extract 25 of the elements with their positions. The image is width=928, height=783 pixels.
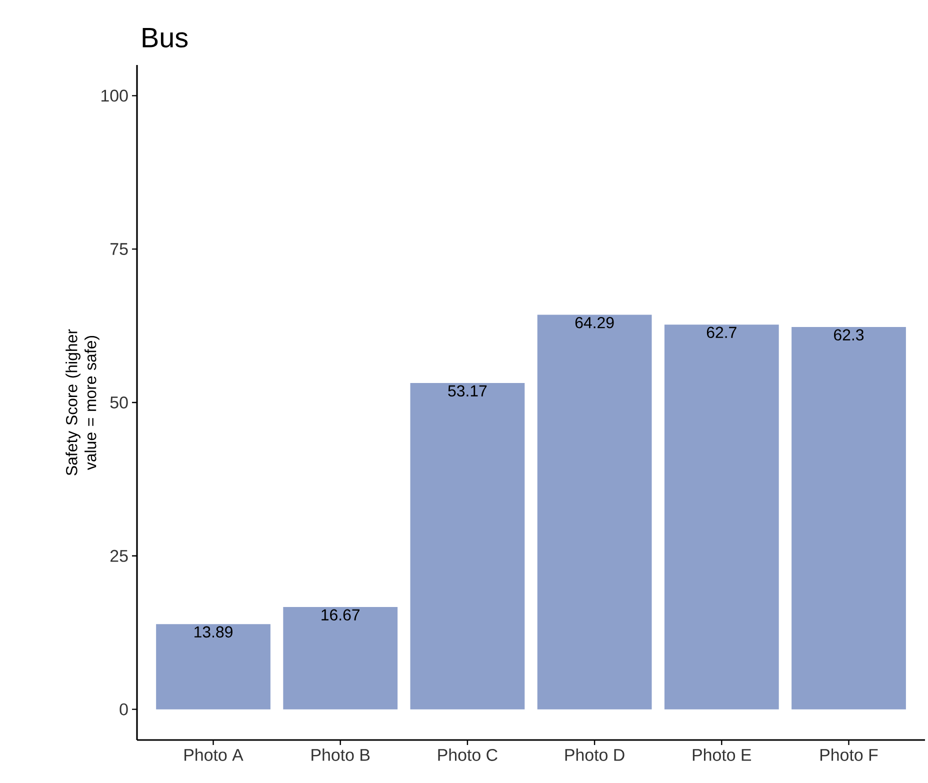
- y-tick-label: 0: [120, 703, 128, 716]
- bar: [792, 327, 906, 710]
- y-axis-title: Safety Score (higher value = more safe): [66, 329, 100, 476]
- x-tick-label: Photo D: [565, 748, 624, 761]
- x-tick-label: Photo A: [184, 748, 244, 761]
- data-label: 62.3: [834, 329, 864, 341]
- data-label: 64.29: [575, 317, 614, 328]
- bar: [156, 624, 270, 710]
- data-label: 53.17: [448, 385, 487, 397]
- data-label: 13.89: [194, 626, 232, 638]
- bar: [537, 314, 652, 710]
- bar: [664, 324, 779, 710]
- chart-title: Bus: [142, 28, 188, 48]
- data-label: 16.67: [322, 609, 360, 621]
- x-tick-label: Photo F: [820, 748, 878, 761]
- bar: [283, 607, 398, 710]
- y-tick-label: 50: [110, 396, 128, 408]
- x-tick-label: Photo C: [438, 748, 498, 761]
- data-label: 62.7: [706, 326, 736, 338]
- y-tick-label: 75: [110, 243, 128, 255]
- y-tick-label: 25: [110, 550, 128, 562]
- bar: [410, 383, 525, 710]
- y-tick-label: 100: [102, 90, 128, 102]
- x-tick-label: Photo E: [692, 748, 752, 761]
- x-tick-label: Photo B: [312, 748, 370, 761]
